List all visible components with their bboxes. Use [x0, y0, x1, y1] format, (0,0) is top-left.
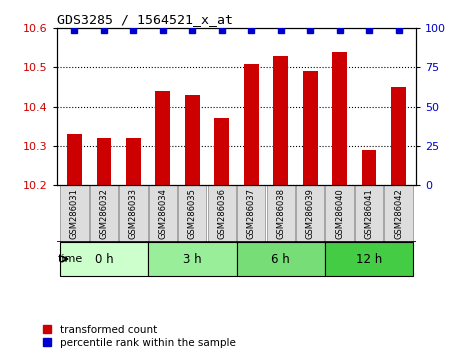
- Text: GSM286033: GSM286033: [129, 188, 138, 239]
- Bar: [60, 242, 148, 276]
- Bar: [273, 56, 288, 185]
- Text: GSM286039: GSM286039: [306, 188, 315, 239]
- Text: GSM286035: GSM286035: [188, 188, 197, 239]
- Text: GSM286032: GSM286032: [99, 188, 108, 239]
- Bar: [126, 138, 141, 185]
- Text: 3 h: 3 h: [183, 252, 201, 266]
- Bar: [325, 185, 354, 242]
- Bar: [325, 242, 413, 276]
- Text: GSM286031: GSM286031: [70, 188, 79, 239]
- Bar: [267, 185, 295, 242]
- Bar: [156, 91, 170, 185]
- Bar: [119, 185, 148, 242]
- Text: GDS3285 / 1564521_x_at: GDS3285 / 1564521_x_at: [57, 13, 233, 26]
- Bar: [244, 64, 259, 185]
- Bar: [185, 95, 200, 185]
- Text: 12 h: 12 h: [356, 252, 382, 266]
- Bar: [67, 134, 82, 185]
- Bar: [208, 185, 236, 242]
- Bar: [391, 87, 406, 185]
- Text: GSM286036: GSM286036: [217, 188, 226, 239]
- Bar: [332, 52, 347, 185]
- Bar: [355, 185, 383, 242]
- Text: 0 h: 0 h: [95, 252, 113, 266]
- Text: GSM286042: GSM286042: [394, 188, 403, 239]
- Bar: [96, 138, 111, 185]
- Bar: [237, 185, 265, 242]
- Bar: [236, 242, 325, 276]
- Bar: [385, 185, 413, 242]
- Text: GSM286038: GSM286038: [276, 188, 285, 239]
- Bar: [90, 185, 118, 242]
- Bar: [60, 185, 88, 242]
- Bar: [296, 185, 324, 242]
- Text: GSM286037: GSM286037: [247, 188, 256, 239]
- Bar: [362, 150, 377, 185]
- Bar: [178, 185, 206, 242]
- Text: GSM286034: GSM286034: [158, 188, 167, 239]
- Bar: [148, 242, 236, 276]
- Text: GSM286040: GSM286040: [335, 188, 344, 239]
- Text: time: time: [57, 254, 83, 264]
- Bar: [214, 118, 229, 185]
- Bar: [303, 72, 317, 185]
- Legend: transformed count, percentile rank within the sample: transformed count, percentile rank withi…: [43, 325, 236, 348]
- Text: GSM286041: GSM286041: [365, 188, 374, 239]
- Text: 6 h: 6 h: [272, 252, 290, 266]
- Bar: [149, 185, 177, 242]
